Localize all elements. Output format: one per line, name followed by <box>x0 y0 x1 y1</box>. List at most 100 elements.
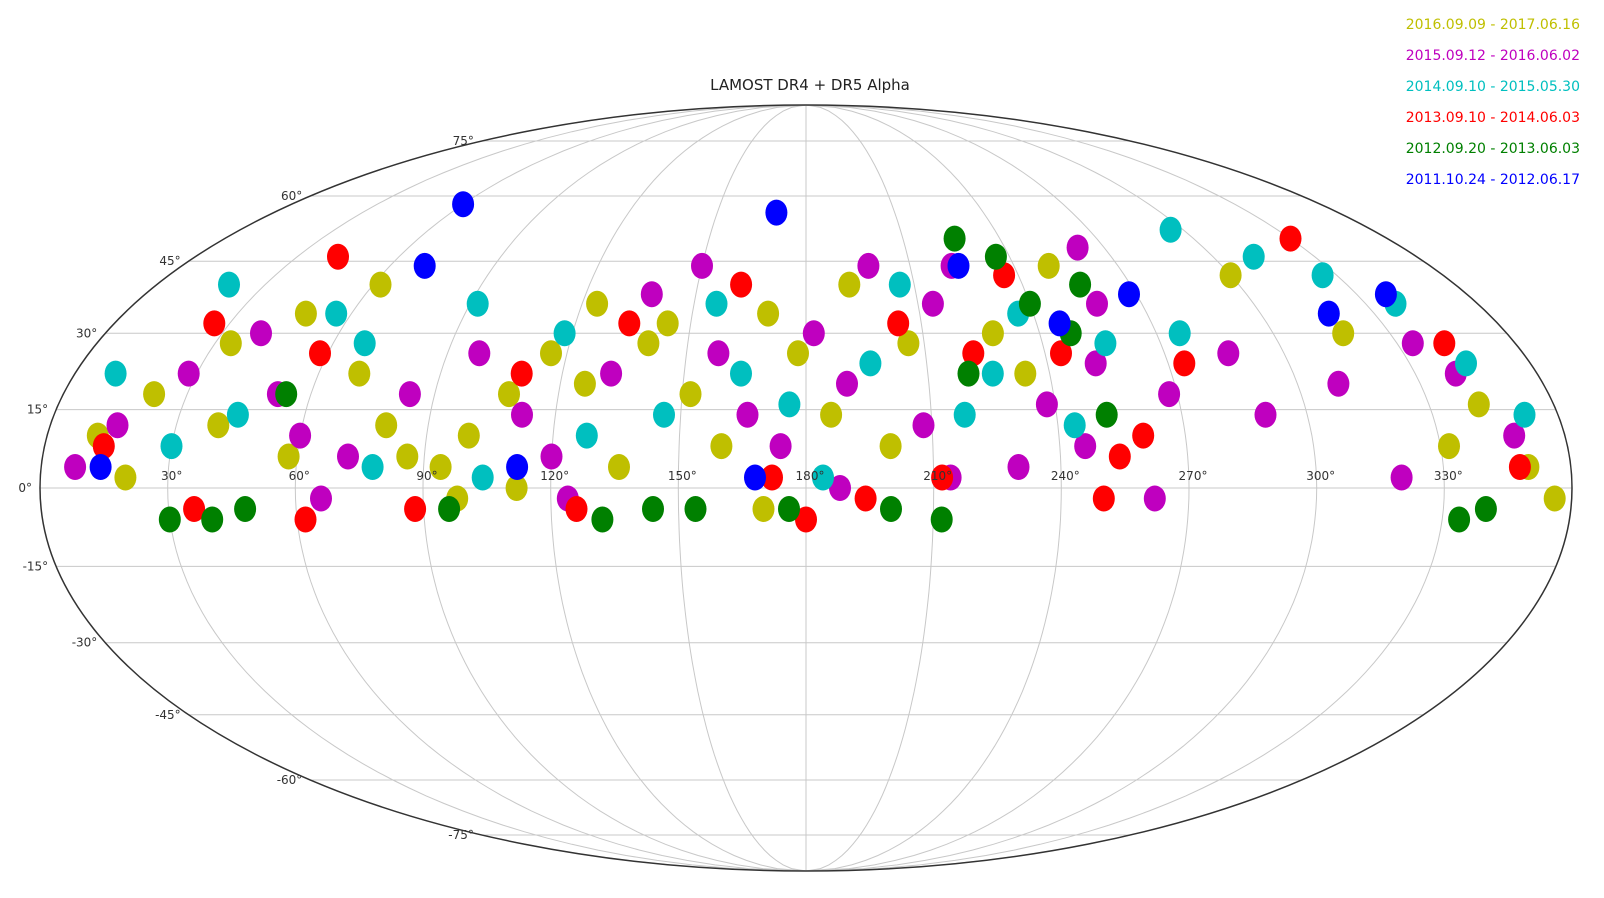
data-point <box>106 412 129 439</box>
legend-entry: 2015.09.12 - 2016.06.02 <box>1405 48 1580 64</box>
data-point <box>1311 262 1334 289</box>
data-point <box>540 443 563 470</box>
data-point <box>691 252 713 279</box>
grid-lines <box>39 104 1573 872</box>
y-tick-label: 45° <box>159 254 180 268</box>
legend-entry: 2014.09.10 - 2015.05.30 <box>1405 79 1580 95</box>
data-point <box>679 381 702 408</box>
data-point <box>468 340 491 367</box>
data-point <box>1503 422 1526 449</box>
data-point <box>943 225 966 252</box>
data-point <box>498 381 520 408</box>
y-tick-label: 30° <box>76 326 97 340</box>
data-point <box>897 330 920 357</box>
data-point <box>309 340 331 367</box>
data-point <box>1543 485 1566 512</box>
data-point <box>608 454 630 480</box>
data-point <box>684 496 707 522</box>
tick-labels: 30° 60° 90° 120° 150° 180° 210° 240° 270° 300° 330… <box>18 134 1462 842</box>
data-point <box>506 454 529 480</box>
data-point <box>413 252 436 279</box>
x-tick-label: 210° <box>923 469 952 483</box>
data-point <box>829 475 851 501</box>
data-point <box>201 506 224 533</box>
data-point <box>89 454 112 480</box>
data-point <box>471 464 494 491</box>
data-point <box>812 464 834 491</box>
data-point <box>1108 443 1131 470</box>
data-point <box>787 340 809 367</box>
map-border <box>39 104 1573 872</box>
data-point <box>452 191 475 218</box>
data-point <box>921 290 944 317</box>
data-point <box>1467 391 1490 418</box>
data-point <box>207 412 230 439</box>
data-point <box>953 401 976 428</box>
data-point <box>429 454 452 480</box>
data-point <box>931 464 954 491</box>
data-point <box>158 506 181 533</box>
data-point <box>1035 391 1058 418</box>
data-point <box>1438 433 1460 460</box>
data-point <box>752 496 775 522</box>
data-point <box>1092 485 1115 512</box>
data-point <box>1448 506 1471 533</box>
data-point <box>294 300 317 327</box>
data-point <box>353 330 376 357</box>
data-point <box>457 422 480 449</box>
data-point <box>586 290 609 317</box>
data-point <box>879 433 902 460</box>
data-point <box>730 271 753 298</box>
x-tick-label: 30° <box>161 469 182 483</box>
data-point <box>1455 350 1477 377</box>
data-point <box>653 401 675 428</box>
data-point <box>438 496 461 522</box>
data-point <box>1513 401 1536 428</box>
data-point <box>1018 290 1041 317</box>
data-point <box>778 496 800 522</box>
data-point <box>984 243 1007 270</box>
data-point <box>1254 401 1277 428</box>
data-point <box>736 401 759 428</box>
data-point <box>92 433 115 460</box>
data-point <box>1317 300 1340 327</box>
x-tick-label: 300° <box>1306 469 1335 483</box>
data-point <box>912 412 935 439</box>
data-point <box>836 370 858 397</box>
data-point <box>565 496 588 522</box>
data-point <box>656 310 679 337</box>
legend: 2016.09.09 - 2017.06.16 2015.09.12 - 201… <box>1406 10 1580 196</box>
data-point <box>757 300 780 327</box>
data-point <box>1143 485 1166 512</box>
data-point <box>1374 281 1397 308</box>
data-point <box>404 496 427 522</box>
x-tick-label: 90° <box>416 469 437 483</box>
data-point <box>361 454 384 480</box>
data-point <box>1219 262 1242 289</box>
data-point <box>1390 464 1413 491</box>
data-point <box>183 496 206 522</box>
data-point <box>310 485 332 512</box>
data-point <box>640 281 663 308</box>
legend-entry: 2016.09.09 - 2017.06.16 <box>1405 17 1580 33</box>
data-point <box>1118 281 1140 308</box>
data-point <box>880 496 902 522</box>
data-point <box>1086 290 1108 317</box>
data-point <box>1063 412 1086 439</box>
data-point <box>795 506 817 533</box>
data-point <box>744 464 766 491</box>
data-point <box>778 391 801 418</box>
data-point <box>1014 360 1037 387</box>
x-tick-label: 270° <box>1179 469 1208 483</box>
data-point <box>575 422 598 449</box>
data-point <box>1132 422 1155 449</box>
data-point <box>396 443 419 470</box>
x-tick-label: 330° <box>1434 469 1463 483</box>
data-point <box>1007 454 1030 480</box>
data-point <box>857 252 880 279</box>
data-point <box>1069 271 1092 298</box>
data-point <box>64 454 87 480</box>
data-point <box>1074 433 1097 460</box>
y-tick-label: -15° <box>23 559 49 573</box>
data-point <box>765 199 788 226</box>
